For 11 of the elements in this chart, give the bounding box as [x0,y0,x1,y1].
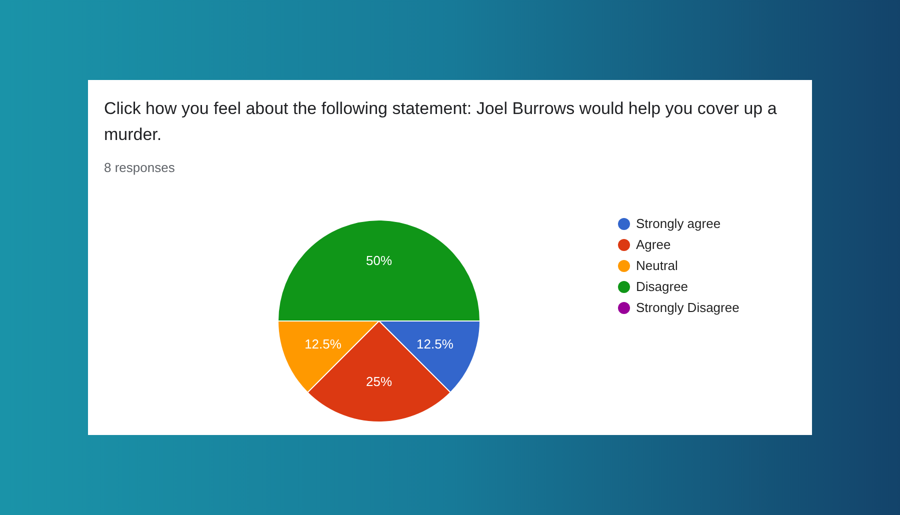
legend-label: Strongly Disagree [636,299,740,317]
data-label: 25% [366,374,392,390]
legend-label: Strongly agree [636,215,721,233]
legend-label: Disagree [636,278,688,296]
legend-label: Neutral [636,257,678,275]
data-label: 50% [366,252,392,268]
data-label: 12.5% [304,336,342,352]
legend-label: Agree [636,236,671,254]
text: 8 responses [104,160,175,175]
data-label: 12.5% [416,336,454,352]
chart-title: Click how you feel about the following statement: Joel Burrows would help you cover up a murder. [104,98,778,146]
